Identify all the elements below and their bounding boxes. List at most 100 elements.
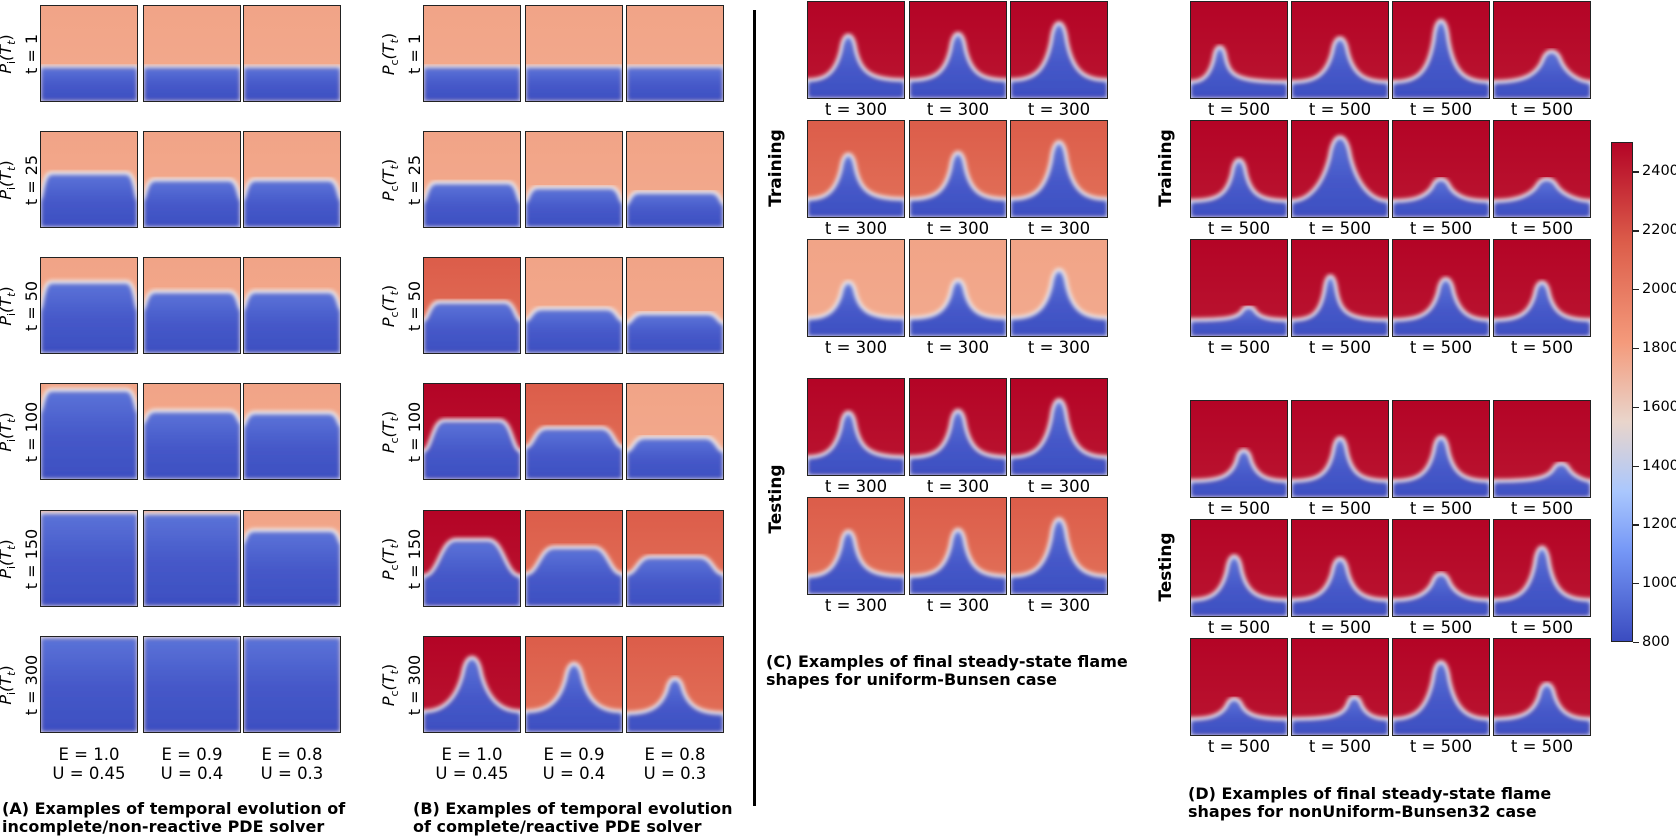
panel-c-r4-c0 — [807, 497, 905, 595]
panel-d-r0-c1 — [1291, 1, 1389, 99]
panel-c-r4-c1 — [909, 497, 1007, 595]
colorbar-tick-label: 2400 — [1642, 163, 1676, 180]
colorbar-tick — [1633, 642, 1639, 644]
cold-region — [244, 67, 340, 101]
panel-a-r5-c2 — [243, 636, 341, 733]
row-label-time: t = 50 — [22, 280, 42, 331]
cold-region — [808, 156, 904, 217]
cold-region — [627, 558, 723, 606]
cold-region — [808, 533, 904, 594]
panel-d-r2-c3 — [1493, 239, 1591, 337]
cold-region — [526, 310, 622, 353]
panel-d-r1-c3 — [1493, 120, 1591, 218]
fn-argument: (T — [0, 296, 15, 313]
fn-subscript: c — [388, 310, 402, 317]
caption-a-line1: (A) Examples of temporal evolution of — [2, 799, 346, 818]
cold-region — [1011, 143, 1107, 217]
panel-c-r2-c1 — [909, 239, 1007, 337]
cold-region — [1011, 401, 1107, 475]
cold-region — [244, 531, 340, 606]
time-label-c-r0-c1: t = 300 — [926, 100, 990, 119]
time-label-c-r0-c2: t = 300 — [1027, 100, 1091, 119]
row-label-time: t = 1 — [405, 33, 425, 74]
cold-region — [1191, 48, 1287, 98]
colorbar-tick — [1633, 230, 1639, 232]
fn-argument: (T — [0, 170, 15, 187]
row-label-function: Pi(Tt) — [0, 539, 22, 578]
row-label-function: Pc(Tt) — [379, 158, 405, 200]
time-label-d-r1-c2: t = 500 — [1409, 219, 1473, 238]
cold-region — [526, 67, 622, 101]
panel-b-r1-c0 — [423, 131, 521, 228]
panel-c-r1-c0 — [807, 120, 905, 218]
fn-symbol: P — [0, 695, 15, 705]
panel-b-r0-c2 — [626, 5, 724, 102]
time-label-d-r0-c0: t = 500 — [1207, 100, 1271, 119]
row-label-function: Pi(Tt) — [0, 412, 22, 451]
cold-region — [1393, 575, 1489, 616]
cold-region — [424, 303, 520, 353]
row-label-time: t = 25 — [22, 154, 42, 205]
cold-region — [424, 541, 520, 606]
testing-label-d: Testing — [1156, 532, 1176, 602]
colorbar-tick-label: 2200 — [1642, 222, 1676, 239]
cold-region — [910, 35, 1006, 98]
panel-a-r1-c2 — [243, 131, 341, 228]
fn-close: ) — [0, 34, 15, 40]
panel-a-r2-c2 — [243, 257, 341, 354]
fn-close: ) — [0, 665, 15, 671]
row-label-b-2: Pc(Tt) t = 50 — [378, 251, 425, 361]
cold-region — [144, 412, 240, 479]
colorbar-tick-label: 800 — [1642, 634, 1670, 650]
fn-argument: (T — [378, 168, 398, 185]
cold-region — [1292, 138, 1388, 217]
row-label-b-4: Pc(Tt) t = 150 — [378, 504, 425, 614]
flame-front — [1494, 461, 1590, 497]
caption-d-line2: shapes for nonUniform-Bunsen32 case — [1188, 802, 1537, 821]
colorbar-tick-label: 1400 — [1642, 457, 1676, 474]
fn-close: ) — [378, 537, 398, 544]
cold-region — [627, 680, 723, 732]
cold-region — [41, 174, 137, 227]
row-label-time: t = 150 — [405, 528, 425, 589]
time-label-c-r3-c2: t = 300 — [1027, 477, 1091, 496]
colorbar-tick-label: 2000 — [1642, 281, 1676, 298]
panel-b-r3-c2 — [626, 383, 724, 480]
fn-close: ) — [378, 284, 398, 291]
cold-region — [244, 637, 340, 732]
cold-region — [1494, 52, 1590, 98]
panel-a-r5-c1 — [143, 636, 241, 733]
panel-b-r5-c2 — [626, 636, 724, 733]
cold-region — [1191, 308, 1287, 336]
row-label-time: t = 300 — [405, 654, 425, 715]
caption-d-line1: (D) Examples of final steady-state flame — [1188, 784, 1552, 803]
panel-d-r3-c0 — [1190, 400, 1288, 498]
caption-a-line2: incomplete/non-reactive PDE solver — [2, 817, 325, 836]
panel-b-r4-c1 — [525, 510, 623, 607]
fn-argument: (T — [0, 422, 15, 439]
row-label-a-4: Pi(Tt)t = 150 — [0, 504, 41, 614]
row-label-function: Pc(Tt) — [379, 410, 405, 452]
panel-a-r2-c1 — [143, 257, 241, 354]
time-label-d-r5-c0: t = 500 — [1207, 737, 1271, 756]
colorbar-tick-label: 1200 — [1642, 516, 1676, 533]
cold-region — [1292, 698, 1388, 735]
panel-a-r3-c1 — [143, 383, 241, 480]
fn-argument: (T — [0, 44, 15, 61]
row-label-time: t = 50 — [405, 280, 425, 331]
cold-region — [1494, 283, 1590, 336]
fn-subscript: c — [388, 689, 402, 696]
panel-d-r2-c1 — [1291, 239, 1389, 337]
panel-d-r0-c0 — [1190, 1, 1288, 99]
time-label-d-r5-c3: t = 500 — [1510, 737, 1574, 756]
panel-a-r2-c0 — [40, 257, 138, 354]
column-label-a-u-0: U = 0.45 — [52, 764, 126, 783]
cold-region — [1011, 24, 1107, 98]
cold-region — [627, 315, 723, 353]
time-label-d-r1-c1: t = 500 — [1308, 219, 1372, 238]
colorbar — [1611, 142, 1633, 642]
column-label-a-e-1: E = 0.9 — [161, 745, 223, 764]
cold-region — [526, 429, 622, 479]
colorbar-tick — [1633, 347, 1639, 350]
time-label-c-r1-c1: t = 300 — [926, 219, 990, 238]
